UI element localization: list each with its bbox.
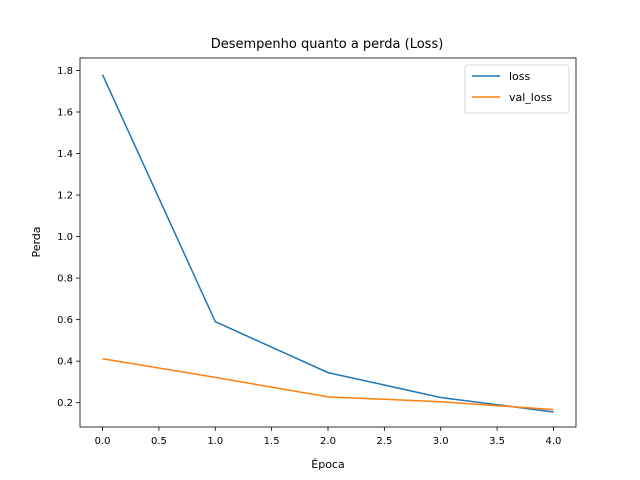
series-line-loss (101, 74, 554, 413)
y-tick-label: 1.6 (57, 107, 73, 118)
x-tick-label: 3.5 (489, 436, 505, 447)
y-tick-label: 1.8 (57, 66, 73, 77)
x-axis: 0.0 0.5 1.0 1.5 2.0 2.5 3.0 3.5 4.0 (95, 427, 562, 447)
x-tick-label: 4.0 (546, 436, 562, 447)
legend: loss val_loss (464, 64, 570, 114)
y-tick-label: 0.4 (57, 357, 73, 368)
y-tick-label: 1.2 (57, 191, 73, 202)
series-lines (101, 74, 554, 413)
y-tick-label: 0.2 (57, 398, 73, 409)
y-axis-label: Perda (30, 226, 43, 257)
x-tick-label: 0.0 (95, 436, 111, 447)
y-tick-label: 1.4 (57, 149, 73, 160)
chart-title: Desempenho quanto a perda (Loss) (211, 37, 444, 52)
y-tick-label: 1.0 (57, 232, 73, 243)
legend-box (464, 64, 570, 114)
legend-label-val-loss: val_loss (509, 91, 552, 104)
x-axis-label: Época (311, 458, 344, 471)
x-tick-label: 2.0 (320, 436, 336, 447)
x-tick-label: 0.5 (151, 436, 167, 447)
y-tick-label: 0.6 (57, 315, 73, 326)
y-tick-label: 0.8 (57, 274, 73, 285)
x-tick-label: 1.0 (207, 436, 223, 447)
legend-label-loss: loss (509, 70, 531, 83)
y-axis: 0.2 0.4 0.6 0.8 1.0 1.2 1.4 1.6 1.8 (57, 66, 80, 409)
series-line-val-loss (102, 357, 554, 411)
x-tick-label: 1.5 (264, 436, 280, 447)
x-tick-label: 2.5 (376, 436, 392, 447)
x-tick-label: 3.0 (433, 436, 449, 447)
